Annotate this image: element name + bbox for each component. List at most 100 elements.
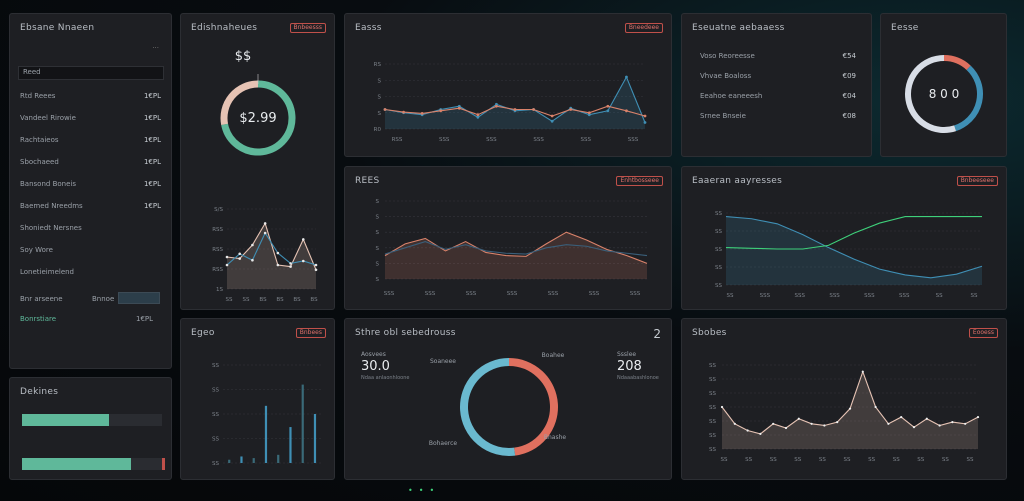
trend-point-orange-5 [457, 106, 461, 110]
x-tick-label: SSS [589, 291, 600, 297]
x-tick-label: SSS [548, 291, 559, 297]
sidebar-item-label: Bansond Boneis [20, 180, 76, 188]
stats-row-label: Eeahoe eaneeesh [700, 92, 763, 100]
stats-row: Srnee Bnseie €08 [700, 112, 856, 120]
area-panel: Eaaeran aayresses Bnbeeseee SS SS SS SS SS SS… [681, 166, 1007, 310]
area-badge[interactable]: Bnbeeseee [956, 176, 998, 186]
sidebar-item[interactable]: Baemed Nreedms 1€PL [20, 202, 161, 210]
bars-badge[interactable]: Bnbees [295, 328, 326, 338]
mini-line-point-a-2 [238, 257, 242, 260]
sidebar-panel: Ebsane Nnaeen ... Reed Rtd Reees 1€PL Vand… [9, 13, 172, 369]
progress-track-2 [22, 458, 165, 470]
y-tick-label: SS [709, 419, 716, 425]
x-tick-label: SSS [829, 293, 840, 299]
left-stat-value: 30.0 [361, 359, 390, 374]
x-tick-label: SS [226, 297, 233, 303]
mini-line-point-b-6 [289, 262, 292, 265]
mini-line-line-b [226, 231, 317, 266]
bar-6 [289, 427, 292, 463]
y-tick-label: S [376, 230, 380, 236]
trend-point-blue-13 [606, 109, 610, 113]
y-tick-label: S [378, 95, 382, 101]
footer-pager[interactable]: ••• [408, 486, 440, 495]
right-stat-sub: Ndaaabashlonoe [617, 375, 659, 381]
y-tick-label: SS [715, 211, 722, 217]
x-tick-label: SS [745, 457, 752, 463]
sidebar-item[interactable]: Rtd Reees 1€PL [20, 92, 161, 100]
mini-line-point-a-6 [289, 265, 292, 268]
x-tick-label: BS [259, 297, 267, 303]
stats-row-label: Vhvae Boaloss [700, 72, 752, 80]
stats-row-value: €09 [842, 72, 856, 80]
pager-dot-1[interactable]: • [408, 486, 419, 495]
mini-line-point-b-2 [238, 252, 242, 256]
sidebar-item-label: Sbochaeed [20, 158, 59, 166]
sidebar-extra-item[interactable]: Lonetieimelend [20, 268, 75, 276]
y-tick-label: SS [709, 433, 716, 439]
mini-line-point-a-5 [276, 263, 280, 267]
dots-point-white-6 [784, 426, 788, 430]
revenue-panel: Edishnaheues Bnbeesss $$ $2.99 S/S RSS RSS RS… [180, 13, 335, 310]
progress-panel: Dekines [9, 377, 172, 480]
sidebar-item-label: Rtd Reees [20, 92, 56, 100]
x-tick-label: BS [276, 297, 284, 303]
search-input[interactable]: Reed [18, 66, 164, 80]
dots-panel: Sbobes Eooess SS SS SS SS SS SS SS SS SS SS SS SS SS… [681, 318, 1007, 480]
distribution-donut-slice-2 [460, 358, 516, 456]
menu-icon[interactable]: ... [152, 42, 159, 50]
x-tick-label: SSS [384, 291, 395, 297]
x-tick-label: SS [868, 457, 875, 463]
dots-point-white-5 [772, 422, 775, 425]
trend-point-orange-12 [587, 111, 591, 115]
trend-point-orange-10 [550, 114, 554, 118]
revenue-center-value: $2.99 [239, 111, 276, 126]
wave-panel: REES Enhtbosseee S S S S S S SSS SSS SSS SSS SSS SS… [344, 166, 672, 310]
x-tick-label: SSS [533, 137, 544, 143]
x-tick-label: SS [770, 457, 777, 463]
dots-point-white-17 [925, 417, 928, 420]
range-slider[interactable] [118, 292, 160, 304]
bar-7 [301, 384, 304, 463]
dots-area-white [722, 371, 978, 449]
dots-point-white-15 [900, 415, 903, 419]
x-tick-label: SSS [486, 137, 497, 143]
trend-badge[interactable]: Bneedeee [624, 23, 663, 33]
sidebar-extra-item[interactable]: Shoniedt Nersnes [20, 224, 82, 232]
sidebar-item[interactable]: Bansond Boneis 1€PL [20, 180, 161, 188]
trend-point-orange-14 [625, 109, 628, 113]
trend-point-orange-7 [495, 104, 498, 108]
revenue-donut-slice-2 [220, 80, 259, 126]
revenue-badge[interactable]: Bnbeesss [289, 23, 326, 33]
trend-point-orange-11 [569, 108, 573, 111]
mini-line-point-a-7 [301, 238, 305, 241]
stats-title: Eseuatne aebaaess [692, 23, 785, 33]
y-tick-label: SS [709, 405, 716, 411]
sidebar-item[interactable]: Rachtaieos 1€PL [20, 136, 161, 144]
progress-fill-2 [22, 458, 132, 470]
stats-row: Vhvae Boaloss €09 [700, 72, 856, 80]
sidebar-extra-item[interactable]: Soy Wore [20, 246, 53, 254]
sidebar-item[interactable]: Sbochaeed 1€PL [20, 158, 161, 166]
pager-dot-3[interactable]: • [429, 486, 441, 495]
stats-row-value: €54 [842, 52, 856, 60]
trend-point-blue-7 [495, 102, 498, 106]
area-title: Eaaeran aayresses [692, 176, 783, 186]
distribution-title: Sthre obl sebedrouss [355, 328, 456, 338]
distribution-segment-label: Bnashe [544, 434, 567, 441]
distribution-donut-chart: Soaneee Boahee Bnashe Bohaerce [429, 352, 567, 456]
x-tick-label: SSS [864, 293, 875, 299]
dots-badge[interactable]: Eooess [968, 328, 998, 338]
x-tick-label: SS [967, 457, 974, 463]
sidebar-item[interactable]: Vandeel Rirowie 1€PL [20, 114, 161, 122]
distribution-segment-label: Soaneee [430, 358, 456, 365]
dots-point-white-9 [823, 424, 826, 427]
gauge-donut-slice-3 [905, 55, 957, 133]
wave-badge[interactable]: Enhtbosseee [616, 176, 663, 186]
bar-8 [313, 414, 317, 463]
stats-row: Eeahoe eaneeesh €04 [700, 92, 856, 100]
mini-line-point-b-5 [276, 251, 280, 255]
trend-point-blue-12 [587, 113, 591, 117]
dots-point-white-8 [810, 422, 813, 425]
pager-dot-2[interactable]: • [418, 486, 430, 495]
sidebar-item-value: 1€PL [143, 180, 161, 188]
